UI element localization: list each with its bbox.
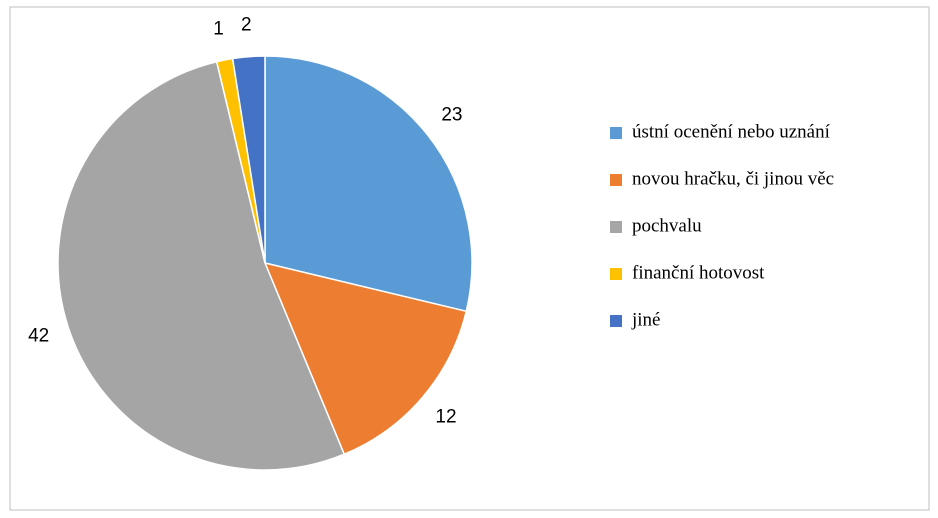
data-label: 1	[213, 19, 224, 40]
data-label: 42	[28, 326, 49, 347]
legend-label: finanční hotovost	[632, 262, 765, 283]
pie-slice	[57, 60, 346, 471]
legend-swatch	[610, 315, 622, 327]
pie-slice	[231, 55, 266, 264]
pie-slice	[263, 261, 468, 456]
legend-label: jiné	[631, 309, 661, 330]
data-label: 23	[441, 105, 462, 126]
legend-swatch	[610, 127, 622, 139]
legend-label: pochvalu	[632, 215, 702, 236]
data-label: 2	[241, 15, 252, 36]
legend-label: ústní ocenění nebo uznání	[632, 121, 831, 142]
pie-slice	[264, 55, 473, 313]
legend-swatch	[610, 221, 622, 233]
legend-label: novou hračku, či jinou věc	[632, 168, 834, 189]
data-label: 12	[435, 407, 456, 428]
legend-swatch	[610, 174, 622, 186]
legend-swatch	[610, 268, 622, 280]
